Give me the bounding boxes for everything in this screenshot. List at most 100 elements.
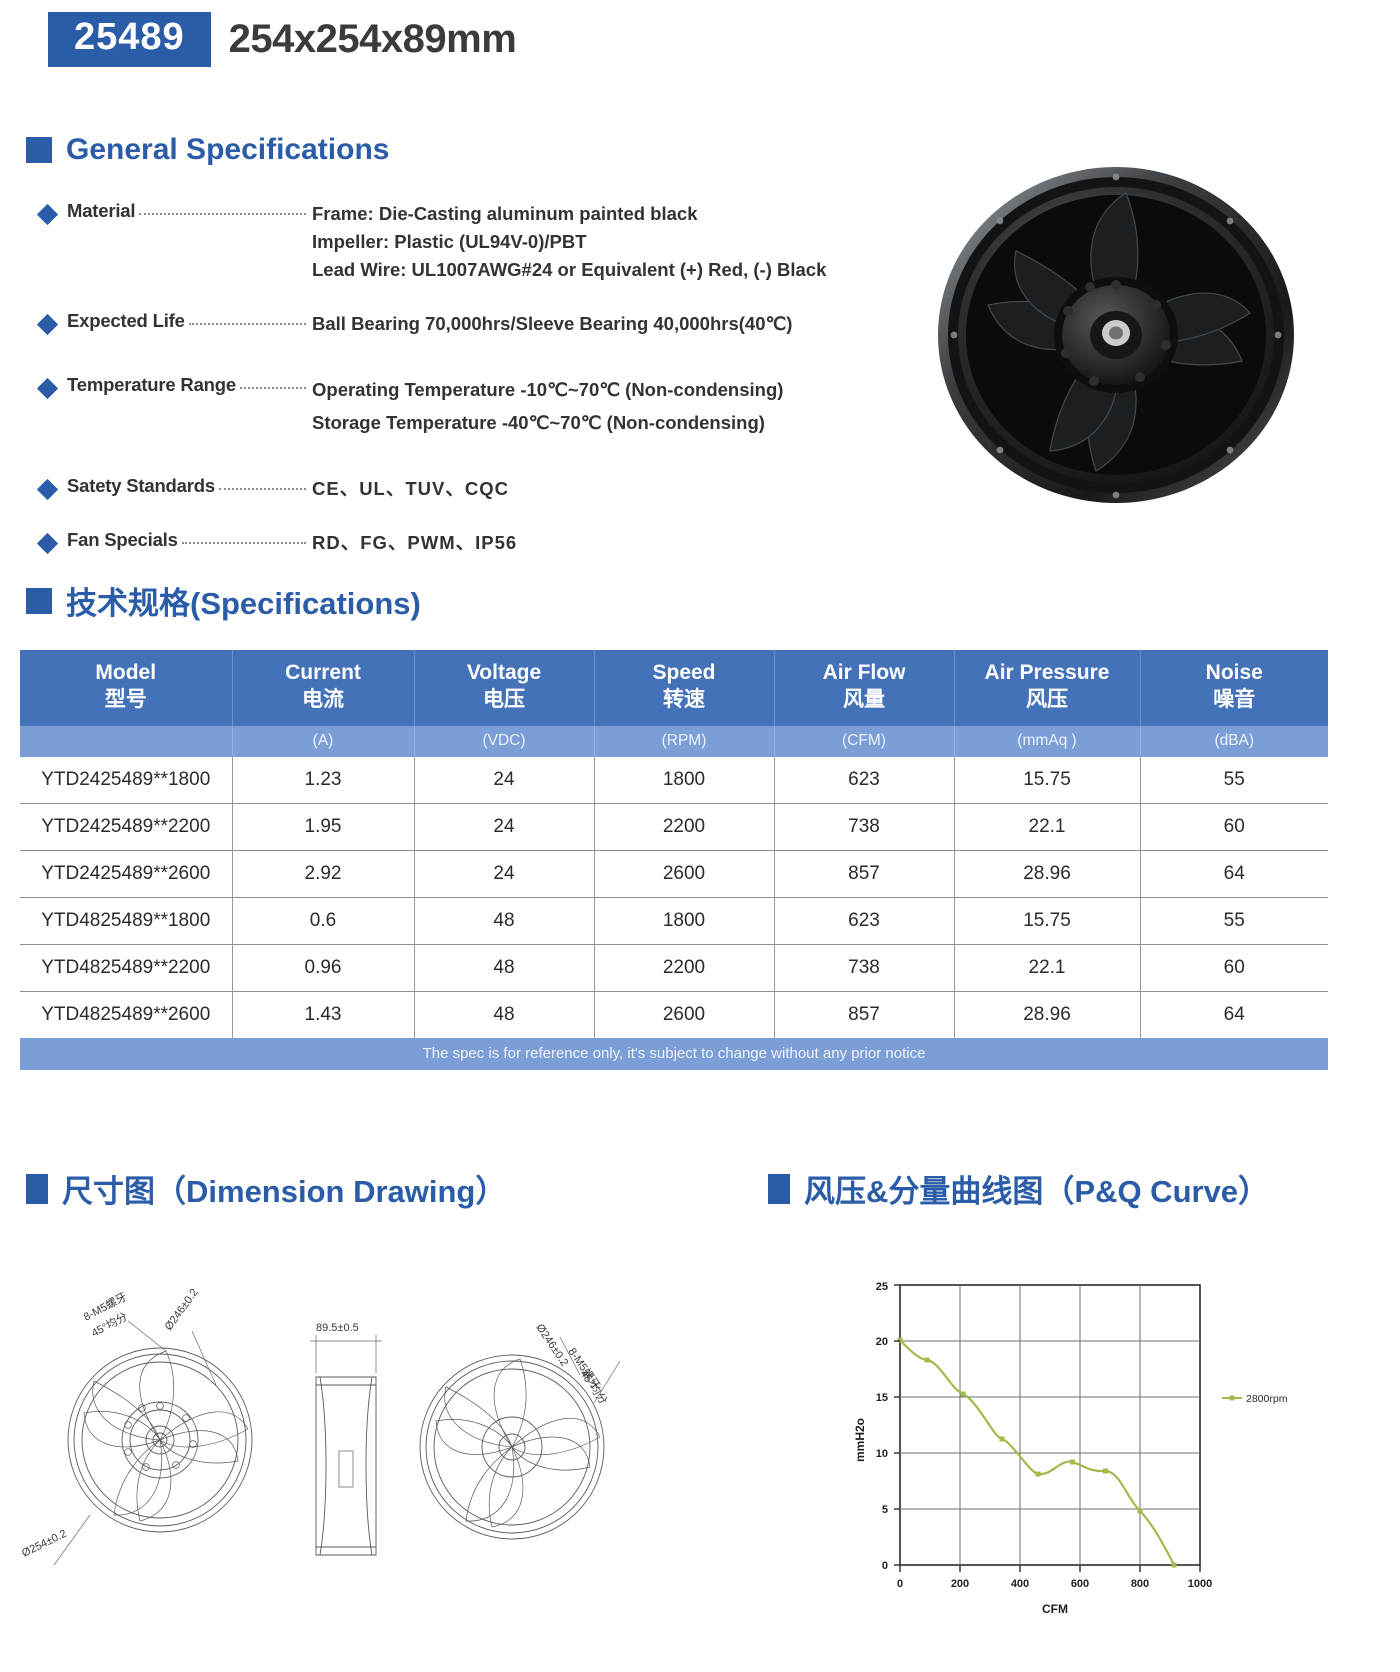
col-cn: 风量 [843,687,885,711]
spec-value-line: Impeller: Plastic (UL94V-0)/PBT [312,231,587,253]
cell-speed: 1800 [594,897,775,945]
spec-item-material: Material Frame: Die-Casting aluminum pai… [36,200,940,284]
cell-current: 2.92 [232,850,415,898]
cell-noise: 55 [1140,756,1328,804]
table-row: YTD4825489**1800 0.6 48 1800 623 15.75 5… [20,897,1328,945]
table-footnote: The spec is for reference only, it's sub… [20,1037,1328,1070]
y-tick-label: 0 [882,1560,888,1572]
spec-label: Temperature Range [67,374,236,396]
col-en: Noise [1205,661,1263,684]
y-tick-label: 5 [882,1504,888,1516]
cell-noise: 64 [1140,850,1328,898]
page-title: 25489 254x254x89mm [48,12,517,67]
table-row: YTD2425489**2200 1.95 24 2200 738 22.1 6… [20,803,1328,851]
cell-noise: 64 [1140,991,1328,1038]
spec-value-line: Storage Temperature -40℃~70℃ (Non-conden… [312,411,765,433]
col-en: Air Pressure [984,661,1110,684]
column-header-air-pressure: Air Pressure 风压 [954,650,1141,726]
spec-item-expected-life: Expected Life Ball Bearing 70,000hrs/Sle… [36,310,940,338]
unit-air-pressure: (mmAq ) [954,725,1141,757]
cell-voltage: 24 [414,850,595,898]
spec-values: CE、UL、TUV、CQC [312,475,509,503]
y-tick-label: 15 [876,1392,888,1404]
unit-speed: (RPM) [594,725,775,757]
cell-air-pressure: 28.96 [954,850,1141,898]
column-header-voltage: Voltage 电压 [414,650,595,726]
general-specifications-title: General Specifications [66,133,390,166]
cell-air-flow: 738 [774,803,955,851]
y-axis-label: mmH2o [853,1418,867,1462]
leader-dots [139,213,306,215]
column-header-noise: Noise 噪音 [1140,650,1328,726]
cell-noise: 60 [1140,803,1328,851]
table-row: YTD2425489**2600 2.92 24 2600 857 28.96 … [20,850,1328,898]
bullet-diamond-icon [36,203,59,226]
unit-model [20,725,233,757]
annotation-bolt-circle: Ø246±0.2 [163,1287,201,1333]
fan-product-photo [938,167,1294,503]
column-header-air-flow: Air Flow 风量 [774,650,955,726]
cell-air-flow: 857 [774,991,955,1038]
cell-model: YTD4825489**2200 [20,944,233,992]
bullet-diamond-icon [36,479,59,501]
spec-values: Operating Temperature -10℃~70℃ (Non-cond… [312,374,783,439]
cell-speed: 2600 [594,991,775,1038]
spec-item-safety-standards: Satety Standards CE、UL、TUV、CQC [36,475,940,503]
table-footnote-row: The spec is for reference only, it's sub… [20,1037,1328,1070]
col-cn: 电流 [302,687,344,711]
specifications-table: Model 型号 Current 电流 Voltage 电压 Speed 转速 … [20,650,1328,1070]
cell-air-flow: 738 [774,944,955,992]
section-marker-square [768,1173,790,1204]
table-units-row: (A) (VDC) (RPM) (CFM) (mmAq ) (dBA) [20,725,1328,757]
unit-air-flow: (CFM) [774,725,955,757]
pq-curve-title: 风压&分量曲线图（P&Q Curve） [804,1174,1270,1209]
bullet-diamond-icon [36,533,59,555]
spec-value-line: Lead Wire: UL1007AWG#24 or Equivalent (+… [312,259,827,281]
dimension-drawing-title: 尺寸图（Dimension Drawing） [62,1174,507,1209]
leader-dots [239,387,306,390]
x-tick-label: 800 [1131,1578,1149,1590]
cell-model: YTD4825489**2600 [20,991,233,1038]
spec-value-line: Frame: Die-Casting aluminum painted blac… [312,203,698,224]
chart-legend: 2800rpm [1222,1393,1288,1405]
table-row: YTD4825489**2200 0.96 48 2200 738 22.1 6… [20,944,1328,992]
col-cn: 电压 [483,687,525,711]
table-row: YTD2425489**1800 1.23 24 1800 623 15.75 … [20,756,1328,804]
cell-speed: 2200 [594,944,775,992]
column-header-current: Current 电流 [232,650,415,726]
x-tick-label: 0 [897,1578,903,1590]
col-cn: 转速 [663,687,705,711]
col-en: Model [95,661,157,684]
spec-label: Satety Standards [67,475,215,497]
spec-label: Fan Specials [67,529,178,551]
cell-current: 1.95 [232,803,415,851]
table-header-row: Model 型号 Current 电流 Voltage 电压 Speed 转速 … [20,650,1328,726]
y-tick-label: 10 [876,1448,888,1460]
col-en: Speed [652,661,716,684]
cell-current: 0.6 [232,897,415,945]
x-tick-label: 200 [951,1578,969,1590]
cell-speed: 2200 [594,803,775,851]
specifications-title: 技术规格(Specifications) [66,586,421,621]
spec-value-line: Ball Bearing 70,000hrs/Sleeve Bearing 40… [312,313,793,335]
y-tick-label: 25 [876,1281,888,1293]
cell-voltage: 48 [414,991,595,1038]
specifications-heading: 技术规格(Specifications) [26,578,421,623]
cell-model: YTD2425489**2200 [20,803,233,851]
cell-air-pressure: 15.75 [954,756,1141,804]
bullet-diamond-icon [36,314,59,336]
annotation-depth: 89.5±0.5 [316,1322,359,1334]
cell-air-flow: 623 [774,756,955,804]
cell-voltage: 48 [414,944,595,992]
leader-dots [188,323,306,326]
spec-label: Material [67,200,136,221]
col-en: Air Flow [822,661,906,684]
spec-values: Frame: Die-Casting aluminum painted blac… [312,200,826,284]
cell-noise: 55 [1140,897,1328,945]
spec-values: Ball Bearing 70,000hrs/Sleeve Bearing 40… [312,310,792,338]
spec-item-fan-specials: Fan Specials RD、FG、PWM、IP56 [36,529,940,557]
spec-item-temperature-range: Temperature Range Operating Temperature … [36,374,940,439]
cell-air-flow: 623 [774,897,955,945]
column-header-model: Model 型号 [20,650,233,726]
